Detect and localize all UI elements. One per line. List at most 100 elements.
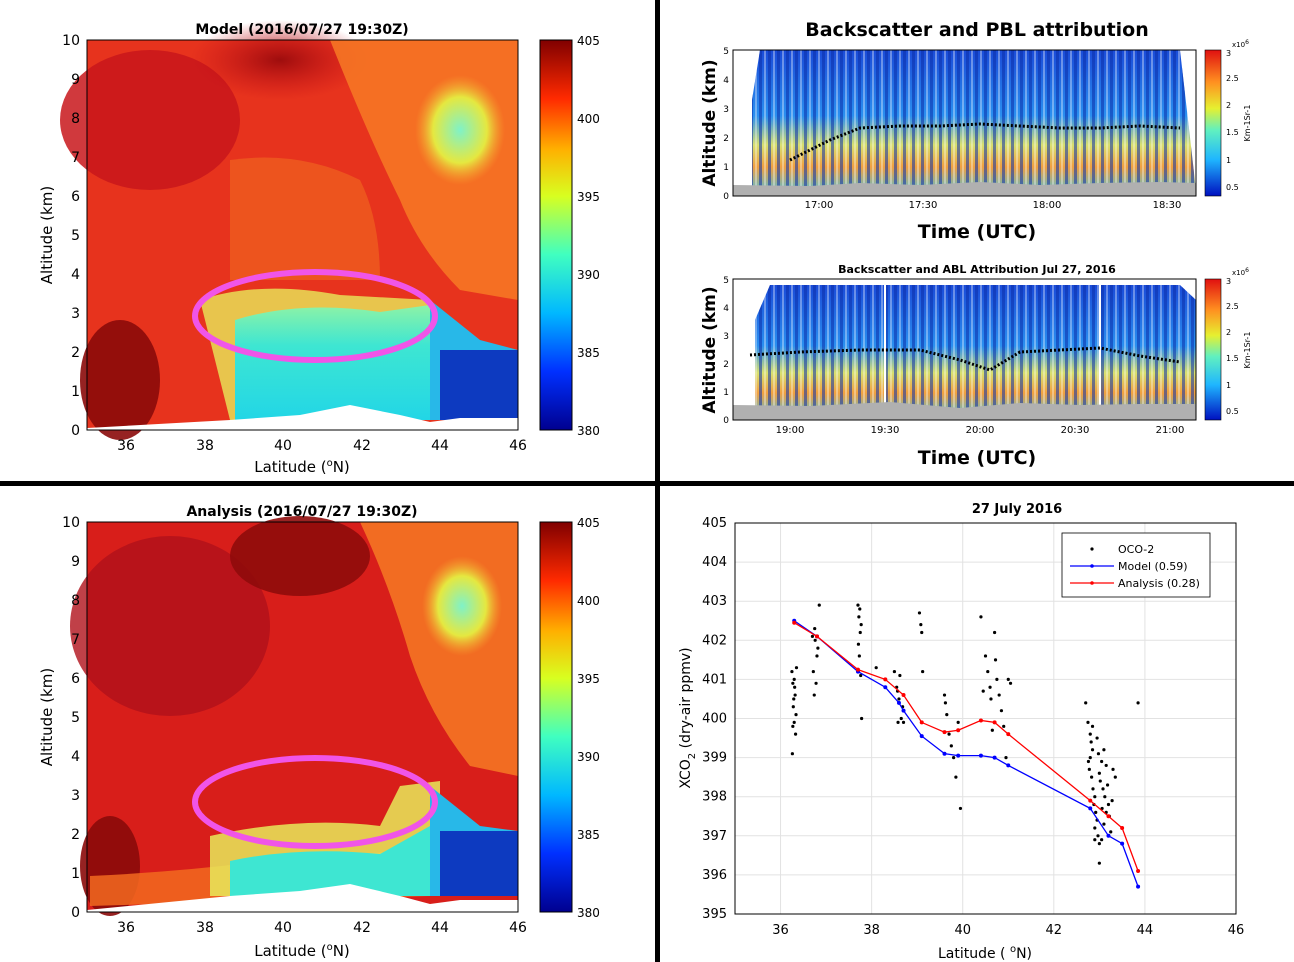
oco2-point: [921, 669, 925, 674]
x-tick: 40: [274, 438, 292, 454]
oco2-point: [981, 689, 985, 693]
y-tick: 5: [723, 47, 729, 57]
lidar-1-x-ticks: 17:00 17:30 18:00 18:30: [805, 200, 1182, 211]
model-chart: 0 1 2 3 4 5 6 7 8 9 10 36 38 40 42 44 46…: [38, 20, 600, 476]
oco2-point: [857, 654, 861, 658]
x-tick: 44: [431, 438, 449, 454]
y-tick: 10: [62, 33, 80, 49]
x-tick: 42: [1046, 923, 1063, 938]
legend-oco2-label: OCO-2: [1118, 543, 1154, 556]
lidar-2-plot-area: [732, 278, 1197, 421]
lidar-2-x-ticks: 19:00 19:30 20:00 20:30 21:00: [776, 425, 1185, 436]
analysis-point: [956, 728, 961, 733]
lidar-1-y-ticks: 0 1 2 3 4 5: [723, 47, 729, 202]
y-tick: 2: [723, 360, 729, 370]
oco2-point: [1089, 740, 1093, 744]
colorbar-tick: 2.5: [1226, 74, 1239, 83]
y-tick: 0: [71, 423, 80, 439]
legend-model-marker: [1090, 564, 1094, 568]
y-tick: 405: [702, 516, 727, 531]
analysis-title: Analysis (2016/07/27 19:30Z): [186, 504, 417, 520]
oco2-point: [1090, 724, 1095, 728]
x-tick: 42: [353, 920, 371, 936]
oco2-point: [1088, 756, 1092, 760]
model-point: [956, 753, 961, 758]
oco2-point: [897, 697, 901, 701]
analysis-point: [992, 720, 997, 725]
y-tick: 5: [71, 710, 80, 726]
y-tick: 4: [71, 749, 80, 765]
y-tick: 399: [702, 751, 727, 766]
colorbar-tick: 0.5: [1226, 183, 1239, 192]
x-tick: 40: [954, 923, 971, 938]
y-tick: 8: [71, 111, 80, 127]
model-point: [978, 753, 983, 758]
oco2-point: [1104, 763, 1108, 768]
colorbar-tick: 3: [1226, 277, 1231, 286]
oco2-point: [874, 666, 878, 670]
xco2-legend: OCO-2 Model (0.59) Analysis (0.28): [1061, 532, 1211, 598]
oco2-point: [1090, 775, 1094, 779]
oco2-point: [1105, 783, 1110, 787]
y-tick: 402: [702, 633, 727, 648]
colorbar-exponent: x106: [1232, 39, 1249, 49]
model-point: [901, 708, 906, 713]
xco2-ylabel: XCO2 (dry-air ppmv): [678, 647, 698, 788]
oco2-point: [1093, 838, 1097, 842]
oco2-point: [1096, 834, 1100, 838]
oco2-point: [1084, 701, 1088, 705]
oco2-point: [792, 677, 796, 681]
backscatter-panel: Backscatter and PBL attribution 0 1 2 3 …: [660, 0, 1294, 481]
colorbar-tick: 405: [577, 516, 600, 530]
y-tick: 7: [71, 150, 80, 166]
oco2-point: [1094, 810, 1098, 814]
lidar-2-y-ticks: 0 1 2 3 4 5: [723, 276, 729, 426]
analysis-point: [1106, 814, 1111, 819]
oco2-point: [1098, 779, 1102, 783]
oco2-point: [793, 685, 797, 689]
oco2-point: [812, 693, 816, 697]
oco2-point: [1101, 787, 1105, 791]
y-tick: 6: [71, 189, 80, 205]
y-tick: 3: [723, 105, 729, 115]
analysis-point: [901, 693, 906, 698]
oco2-point: [1095, 736, 1099, 740]
oco2-point: [989, 697, 993, 701]
model-point: [942, 751, 947, 756]
y-tick: 401: [702, 672, 727, 687]
model-point: [1106, 833, 1111, 838]
oco2-point: [952, 756, 956, 760]
oco2-point: [1102, 748, 1106, 752]
analysis-point: [1006, 732, 1011, 737]
oco2-point: [1090, 748, 1095, 752]
oco2-point: [949, 744, 953, 748]
y-tick: 0: [723, 416, 729, 426]
oco2-point: [815, 654, 819, 658]
y-tick: 10: [62, 515, 80, 531]
analysis-point: [978, 718, 983, 723]
oco2-point: [1136, 701, 1140, 705]
oco2-point: [1088, 732, 1092, 736]
analysis-y-ticks: 0 1 2 3 4 5 6 7 8 9 10: [62, 515, 80, 921]
x-tick: 19:30: [871, 425, 900, 436]
analysis-chart: 0 1 2 3 4 5 6 7 8 9 10 36 38 40 42 44 46…: [38, 504, 600, 960]
oco2-point: [898, 673, 902, 678]
oco2-point: [813, 638, 817, 642]
analysis-x-ticks: 36 38 40 42 44 46: [117, 920, 527, 936]
colorbar-exponent: x106: [1232, 267, 1249, 277]
oco2-point: [993, 658, 998, 662]
oco2-point: [995, 677, 999, 681]
oco2-point: [1086, 720, 1090, 725]
y-tick: 403: [702, 594, 727, 609]
y-tick: 395: [702, 907, 727, 922]
oco2-point: [1093, 826, 1097, 830]
model-point: [992, 755, 997, 760]
legend-model-label: Model (0.59): [1118, 560, 1188, 573]
analysis-panel: 0 1 2 3 4 5 6 7 8 9 10 36 38 40 42 44 46…: [0, 486, 655, 962]
colorbar-tick: 1.5: [1226, 354, 1239, 363]
oco2-point: [983, 654, 988, 658]
y-tick: 1: [71, 866, 80, 882]
y-tick: 2: [71, 827, 80, 843]
x-tick: 21:00: [1156, 425, 1185, 436]
colorbar-tick: 2: [1226, 101, 1231, 110]
